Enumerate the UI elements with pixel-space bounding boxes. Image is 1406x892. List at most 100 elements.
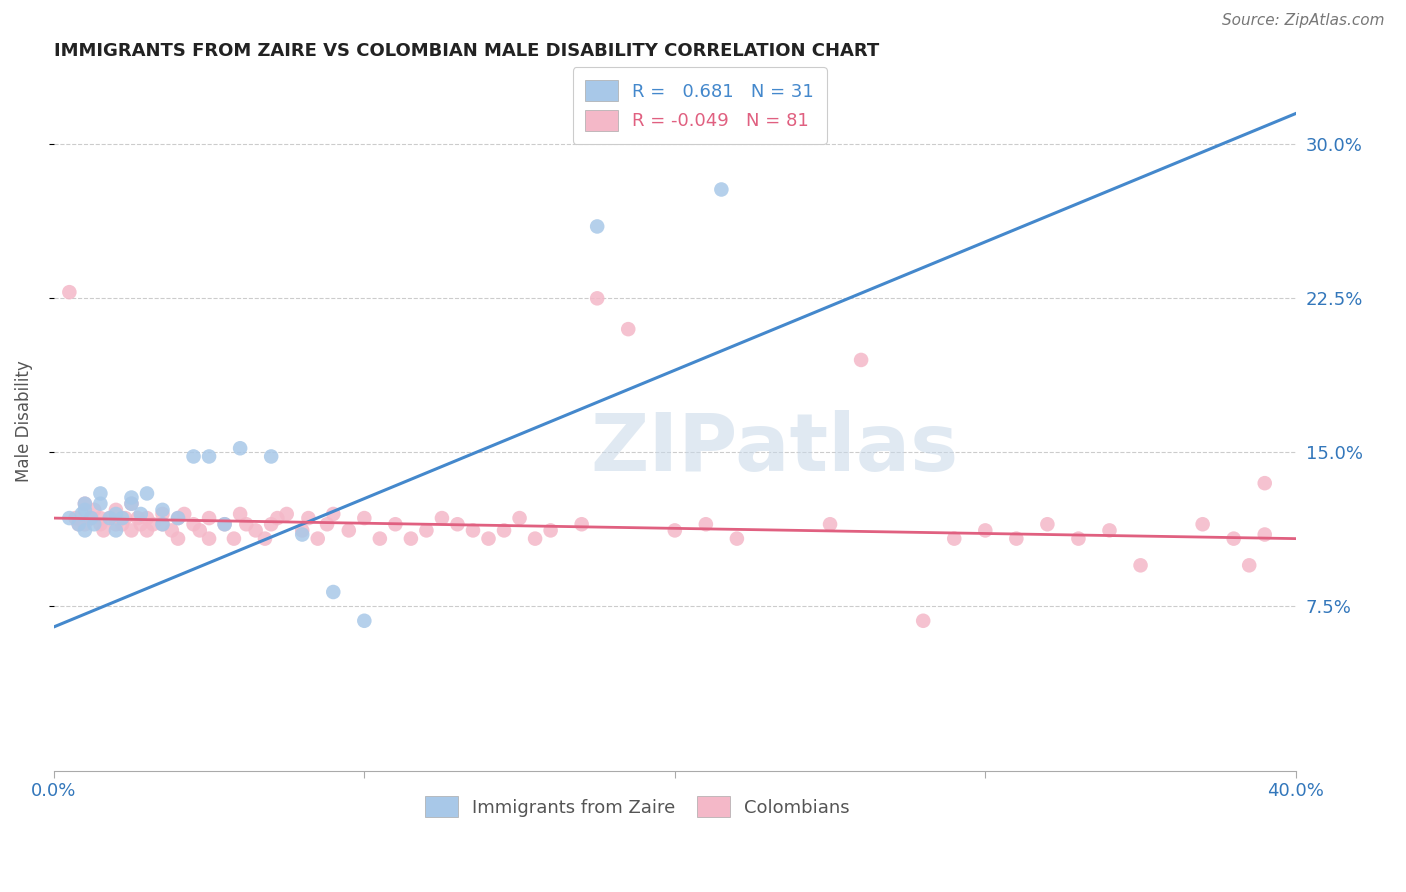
- Point: [307, 532, 329, 546]
- Point: [152, 517, 174, 532]
- Point: [384, 517, 406, 532]
- Point: [617, 322, 640, 336]
- Point: [136, 486, 159, 500]
- Point: [710, 182, 733, 196]
- Point: [235, 517, 257, 532]
- Point: [127, 511, 149, 525]
- Point: [297, 511, 319, 525]
- Point: [183, 517, 205, 532]
- Point: [266, 511, 288, 525]
- Point: [173, 507, 195, 521]
- Point: [160, 524, 183, 538]
- Point: [571, 517, 593, 532]
- Point: [1005, 532, 1028, 546]
- Point: [198, 532, 221, 546]
- Point: [136, 511, 159, 525]
- Point: [214, 517, 236, 532]
- Point: [65, 511, 87, 525]
- Text: IMMIGRANTS FROM ZAIRE VS COLOMBIAN MALE DISABILITY CORRELATION CHART: IMMIGRANTS FROM ZAIRE VS COLOMBIAN MALE …: [53, 42, 879, 60]
- Text: Source: ZipAtlas.com: Source: ZipAtlas.com: [1222, 13, 1385, 29]
- Point: [89, 486, 111, 500]
- Point: [1222, 532, 1244, 546]
- Point: [80, 511, 103, 525]
- Y-axis label: Male Disability: Male Disability: [15, 360, 32, 483]
- Point: [73, 524, 96, 538]
- Point: [214, 517, 236, 532]
- Point: [198, 450, 221, 464]
- Point: [260, 450, 283, 464]
- Point: [104, 517, 127, 532]
- Point: [337, 524, 360, 538]
- Point: [1254, 527, 1277, 541]
- Point: [818, 517, 841, 532]
- Point: [89, 511, 111, 525]
- Point: [492, 524, 515, 538]
- Point: [80, 511, 103, 525]
- Point: [83, 503, 105, 517]
- Point: [229, 442, 252, 456]
- Point: [183, 450, 205, 464]
- Point: [129, 507, 152, 521]
- Point: [1237, 558, 1260, 573]
- Point: [73, 497, 96, 511]
- Legend: Immigrants from Zaire, Colombians: Immigrants from Zaire, Colombians: [418, 789, 858, 824]
- Point: [70, 507, 93, 521]
- Point: [73, 503, 96, 517]
- Point: [912, 614, 935, 628]
- Point: [1098, 524, 1121, 538]
- Text: ZIPatlas: ZIPatlas: [591, 410, 959, 489]
- Point: [111, 511, 134, 525]
- Point: [198, 511, 221, 525]
- Point: [399, 532, 422, 546]
- Point: [415, 524, 437, 538]
- Point: [120, 497, 142, 511]
- Point: [461, 524, 484, 538]
- Point: [1254, 476, 1277, 491]
- Point: [222, 532, 245, 546]
- Point: [276, 507, 298, 521]
- Point: [229, 507, 252, 521]
- Point: [83, 517, 105, 532]
- Point: [725, 532, 748, 546]
- Point: [524, 532, 547, 546]
- Point: [1191, 517, 1213, 532]
- Point: [58, 511, 80, 525]
- Point: [943, 532, 966, 546]
- Point: [253, 532, 276, 546]
- Point: [67, 517, 90, 532]
- Point: [120, 491, 142, 505]
- Point: [152, 507, 174, 521]
- Point: [104, 503, 127, 517]
- Point: [73, 517, 96, 532]
- Point: [322, 585, 344, 599]
- Point: [67, 517, 90, 532]
- Point: [89, 497, 111, 511]
- Point: [167, 511, 190, 525]
- Point: [93, 524, 115, 538]
- Point: [260, 517, 283, 532]
- Point: [73, 497, 96, 511]
- Point: [316, 517, 339, 532]
- Point: [114, 511, 136, 525]
- Point: [353, 511, 375, 525]
- Point: [1036, 517, 1059, 532]
- Point: [167, 511, 190, 525]
- Point: [111, 517, 134, 532]
- Point: [509, 511, 531, 525]
- Point: [58, 285, 80, 300]
- Point: [188, 524, 211, 538]
- Point: [291, 527, 314, 541]
- Point: [1067, 532, 1090, 546]
- Point: [120, 524, 142, 538]
- Point: [353, 614, 375, 628]
- Point: [664, 524, 686, 538]
- Point: [136, 524, 159, 538]
- Point: [152, 517, 174, 532]
- Point: [98, 511, 121, 525]
- Point: [167, 532, 190, 546]
- Point: [540, 524, 562, 538]
- Point: [477, 532, 499, 546]
- Point: [322, 507, 344, 521]
- Point: [586, 291, 609, 305]
- Point: [695, 517, 717, 532]
